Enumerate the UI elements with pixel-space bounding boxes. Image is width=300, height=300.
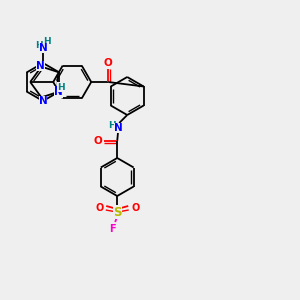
Text: O: O xyxy=(131,203,139,213)
Text: O: O xyxy=(95,203,103,213)
Text: O: O xyxy=(104,58,112,68)
Text: F: F xyxy=(109,224,116,234)
Text: N: N xyxy=(36,61,45,70)
Text: H: H xyxy=(43,38,51,46)
Text: N: N xyxy=(114,123,123,133)
Text: N: N xyxy=(54,86,63,97)
Text: O: O xyxy=(94,136,103,146)
Text: N: N xyxy=(39,43,47,53)
Text: H: H xyxy=(57,82,65,91)
Text: S: S xyxy=(113,206,122,218)
Text: H: H xyxy=(35,41,43,50)
Text: H: H xyxy=(108,121,116,130)
Text: N: N xyxy=(39,97,47,106)
Text: N: N xyxy=(54,88,63,98)
